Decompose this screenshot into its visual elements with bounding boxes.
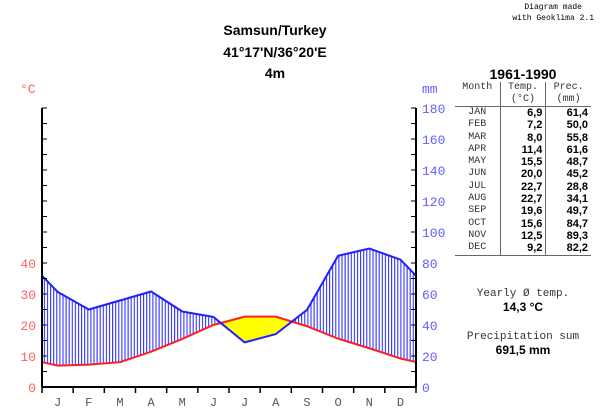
table-row: AUG 22,7 34,1: [455, 193, 591, 206]
yearly-temp: Yearly Ø temp. 14,3 °C: [476, 288, 570, 314]
right-axis-label: mm: [422, 82, 438, 97]
credit-text: Diagram made with Geoklima 2.1: [512, 3, 594, 23]
humid-area: [42, 248, 416, 366]
table-row: MAY 15,5 48,7: [455, 156, 591, 169]
precipitation-line: [41, 247, 417, 344]
right-tick-label: 60: [422, 288, 438, 303]
prec-cell: 61,6: [545, 143, 591, 157]
col-temp: Temp.: [499, 82, 546, 94]
right-tick-label: 180: [422, 102, 445, 117]
period: 1961-1990: [489, 66, 557, 82]
month-cell: APR: [468, 143, 487, 155]
left-tick-label: 30: [20, 288, 36, 303]
col-prec: Prec.: [545, 82, 591, 94]
right-tick-label: 100: [422, 226, 445, 241]
right-tick-label: 140: [422, 164, 445, 179]
climate-table: 1961-1990 Month Temp. Prec. (°C) (mm) JAN 6,…: [455, 66, 591, 256]
month-cell: OCT: [468, 217, 487, 229]
prec-cell: 82,2: [545, 242, 591, 256]
climate-chart: 0 10 20 30 40 0 20 40 60 80 100 120 140 160 180 °C mm J F M…: [20, 82, 445, 410]
station-elevation: 4m: [264, 65, 286, 81]
table-row: APR 11,4 61,6: [455, 143, 591, 157]
temp-cell: 6,9: [499, 106, 546, 120]
temp-cell: 8,0: [499, 131, 546, 144]
table-row: FEB 7,2 50,0: [455, 119, 591, 132]
table-row: JUN 20,0 45,2: [455, 168, 591, 181]
month-label: M: [116, 396, 123, 410]
month-label: N: [366, 396, 373, 410]
left-tick-label: 20: [20, 319, 36, 334]
right-tick-label: 120: [422, 195, 445, 210]
temp-unit: (°C): [499, 94, 546, 107]
month-cell: JUL: [468, 180, 487, 192]
station-name: Samsun/Turkey: [223, 22, 327, 38]
month-label: J: [241, 396, 248, 410]
prec-cell: 55,8: [545, 131, 591, 144]
temp-cell: 7,2: [499, 119, 546, 132]
prec-cell: 28,8: [545, 180, 591, 194]
right-tick-label: 160: [422, 133, 445, 148]
month-label: F: [85, 396, 92, 410]
left-axis-label: °C: [20, 82, 36, 97]
temp-cell: 22,7: [499, 180, 546, 194]
prec-cell: 89,3: [545, 229, 591, 243]
month-cell: DEC: [468, 242, 487, 254]
temp-cell: 11,4: [499, 143, 546, 157]
table-row: JUL 22,7 28,8: [455, 180, 591, 194]
month-cell: MAY: [468, 156, 487, 168]
month-cell: JAN: [468, 107, 487, 118]
table-row: NOV 12,5 89,3: [455, 229, 591, 243]
right-tick-label: 0: [422, 381, 430, 396]
right-tick-label: 40: [422, 319, 438, 334]
prec-cell: 50,0: [545, 119, 591, 132]
temp-cell: 19,6: [499, 205, 546, 218]
month-cell: NOV: [468, 229, 487, 241]
prec-cell: 45,2: [545, 168, 591, 181]
right-tick-label: 80: [422, 257, 438, 272]
month-label: A: [272, 396, 280, 410]
temperature-line: [41, 315, 417, 367]
left-tick-label: 10: [20, 350, 36, 365]
month-label: O: [334, 396, 341, 410]
prec-cell: 61,4: [545, 106, 591, 120]
left-tick-label: 0: [28, 381, 36, 396]
temp-cell: 20,0: [499, 168, 546, 181]
temp-cell: 15,5: [499, 156, 546, 169]
prec-cell: 84,7: [545, 217, 591, 230]
table-row: JAN 6,9 61,4: [455, 106, 591, 120]
month-label: J: [210, 396, 217, 410]
left-tick-label: 40: [20, 257, 36, 272]
month-cell: JUN: [468, 168, 487, 180]
month-cell: SEP: [468, 205, 487, 217]
station-coords: 41°17'N/36°20'E: [223, 44, 327, 60]
month-label: M: [179, 396, 186, 410]
prec-cell: 34,1: [545, 193, 591, 206]
col-month: Month: [462, 82, 493, 93]
temp-cell: 9,2: [499, 242, 546, 256]
month-label: S: [303, 396, 310, 410]
month-label: J: [54, 396, 61, 410]
month-label: A: [147, 396, 155, 410]
table-row: DEC 9,2 82,2: [455, 242, 591, 256]
temp-cell: 15,6: [499, 217, 546, 230]
precip-sum: Precipitation sum 691,5 mm: [466, 331, 580, 357]
table-row: MAR 8,0 55,8: [455, 131, 591, 144]
temp-cell: 22,7: [499, 193, 546, 206]
month-cell: AUG: [468, 193, 487, 205]
temp-cell: 12,5: [499, 229, 546, 243]
month-label: D: [397, 396, 404, 410]
right-tick-label: 20: [422, 350, 438, 365]
month-cell: FEB: [468, 119, 487, 131]
prec-unit: (mm): [545, 94, 591, 107]
month-cell: MAR: [468, 131, 487, 143]
table-row: OCT 15,6 84,7: [455, 217, 591, 230]
prec-cell: 48,7: [545, 156, 591, 169]
table-row: SEP 19,6 49,7: [455, 205, 591, 218]
prec-cell: 49,7: [545, 205, 591, 218]
